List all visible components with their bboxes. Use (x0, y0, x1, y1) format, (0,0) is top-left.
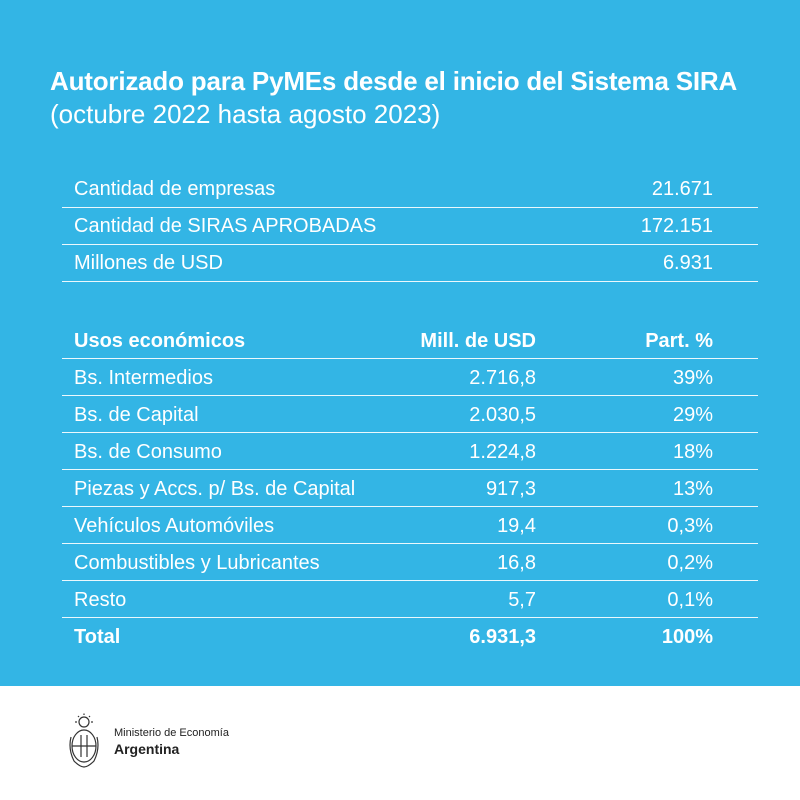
summary-label: Cantidad de SIRAS APROBADAS (74, 215, 377, 237)
total-label: Total (74, 626, 121, 648)
national-coat-of-arms-icon (69, 713, 99, 768)
summary-value: 6.931 (662, 252, 713, 274)
row-share: 0,1% (667, 589, 713, 611)
table-row: Resto 5,7 0,1% (62, 581, 758, 618)
row-usd: 1.224,8 (469, 441, 536, 463)
page-subtitle: (octubre 2022 hasta agosto 2023) (50, 99, 441, 129)
table-row: Bs. de Consumo 1.224,8 18% (62, 433, 758, 470)
column-header-uses: Usos económicos (74, 330, 246, 352)
summary-row: Cantidad de SIRAS APROBADAS 172.151 (62, 208, 758, 245)
table-header-row: Usos económicos Mill. de USD Part. % (62, 322, 758, 359)
total-share: 100% (661, 626, 713, 648)
footer-text: Ministerio de Economía Argentina (114, 726, 229, 758)
footer-logo: Ministerio de Economía Argentina (66, 712, 229, 772)
main-panel: Autorizado para PyMEs desde el inicio de… (0, 0, 800, 686)
row-usd: 19,4 (497, 515, 536, 537)
row-label: Piezas y Accs. p/ Bs. de Capital (74, 478, 356, 500)
table-row: Bs. de Capital 2.030,5 29% (62, 396, 758, 433)
row-usd: 16,8 (497, 552, 536, 574)
table-row: Bs. Intermedios 2.716,8 39% (62, 359, 758, 396)
row-label: Bs. de Consumo (74, 441, 222, 463)
row-label: Resto (74, 589, 127, 611)
row-share: 39% (672, 367, 713, 389)
uses-table: Usos económicos Mill. de USD Part. % Bs.… (62, 322, 758, 655)
row-usd: 2.030,5 (469, 404, 536, 426)
row-share: 13% (672, 478, 713, 500)
table-total-row: Total 6.931,3 100% (62, 618, 758, 655)
column-header-share: Part. % (645, 330, 713, 352)
table-row: Vehículos Automóviles 19,4 0,3% (62, 507, 758, 544)
row-usd: 2.716,8 (469, 367, 536, 389)
ministry-name: Ministerio de Economía (114, 727, 229, 739)
page-title: Autorizado para PyMEs desde el inicio de… (50, 66, 738, 96)
row-label: Combustibles y Lubricantes (74, 552, 320, 574)
country-name: Argentina (114, 741, 180, 757)
row-usd: 917,3 (485, 478, 536, 500)
column-header-usd: Mill. de USD (420, 330, 536, 352)
summary-row: Cantidad de empresas 21.671 (62, 171, 758, 208)
table-row: Combustibles y Lubricantes 16,8 0,2% (62, 544, 758, 581)
row-share: 18% (672, 441, 713, 463)
table-row: Piezas y Accs. p/ Bs. de Capital 917,3 1… (62, 470, 758, 507)
total-usd: 6.931,3 (469, 626, 536, 648)
row-usd: 5,7 (508, 589, 536, 611)
summary-table: Cantidad de empresas 21.671 Cantidad de … (62, 171, 758, 282)
summary-row: Millones de USD 6.931 (62, 245, 758, 282)
summary-label: Millones de USD (74, 252, 223, 274)
row-label: Vehículos Automóviles (74, 515, 275, 537)
row-share: 0,2% (667, 552, 713, 574)
row-label: Bs. de Capital (74, 404, 199, 426)
row-label: Bs. Intermedios (74, 367, 213, 389)
row-share: 0,3% (667, 515, 713, 537)
summary-value: 21.671 (651, 178, 713, 200)
summary-label: Cantidad de empresas (74, 178, 276, 200)
row-share: 29% (672, 404, 713, 426)
summary-value: 172.151 (640, 215, 713, 237)
